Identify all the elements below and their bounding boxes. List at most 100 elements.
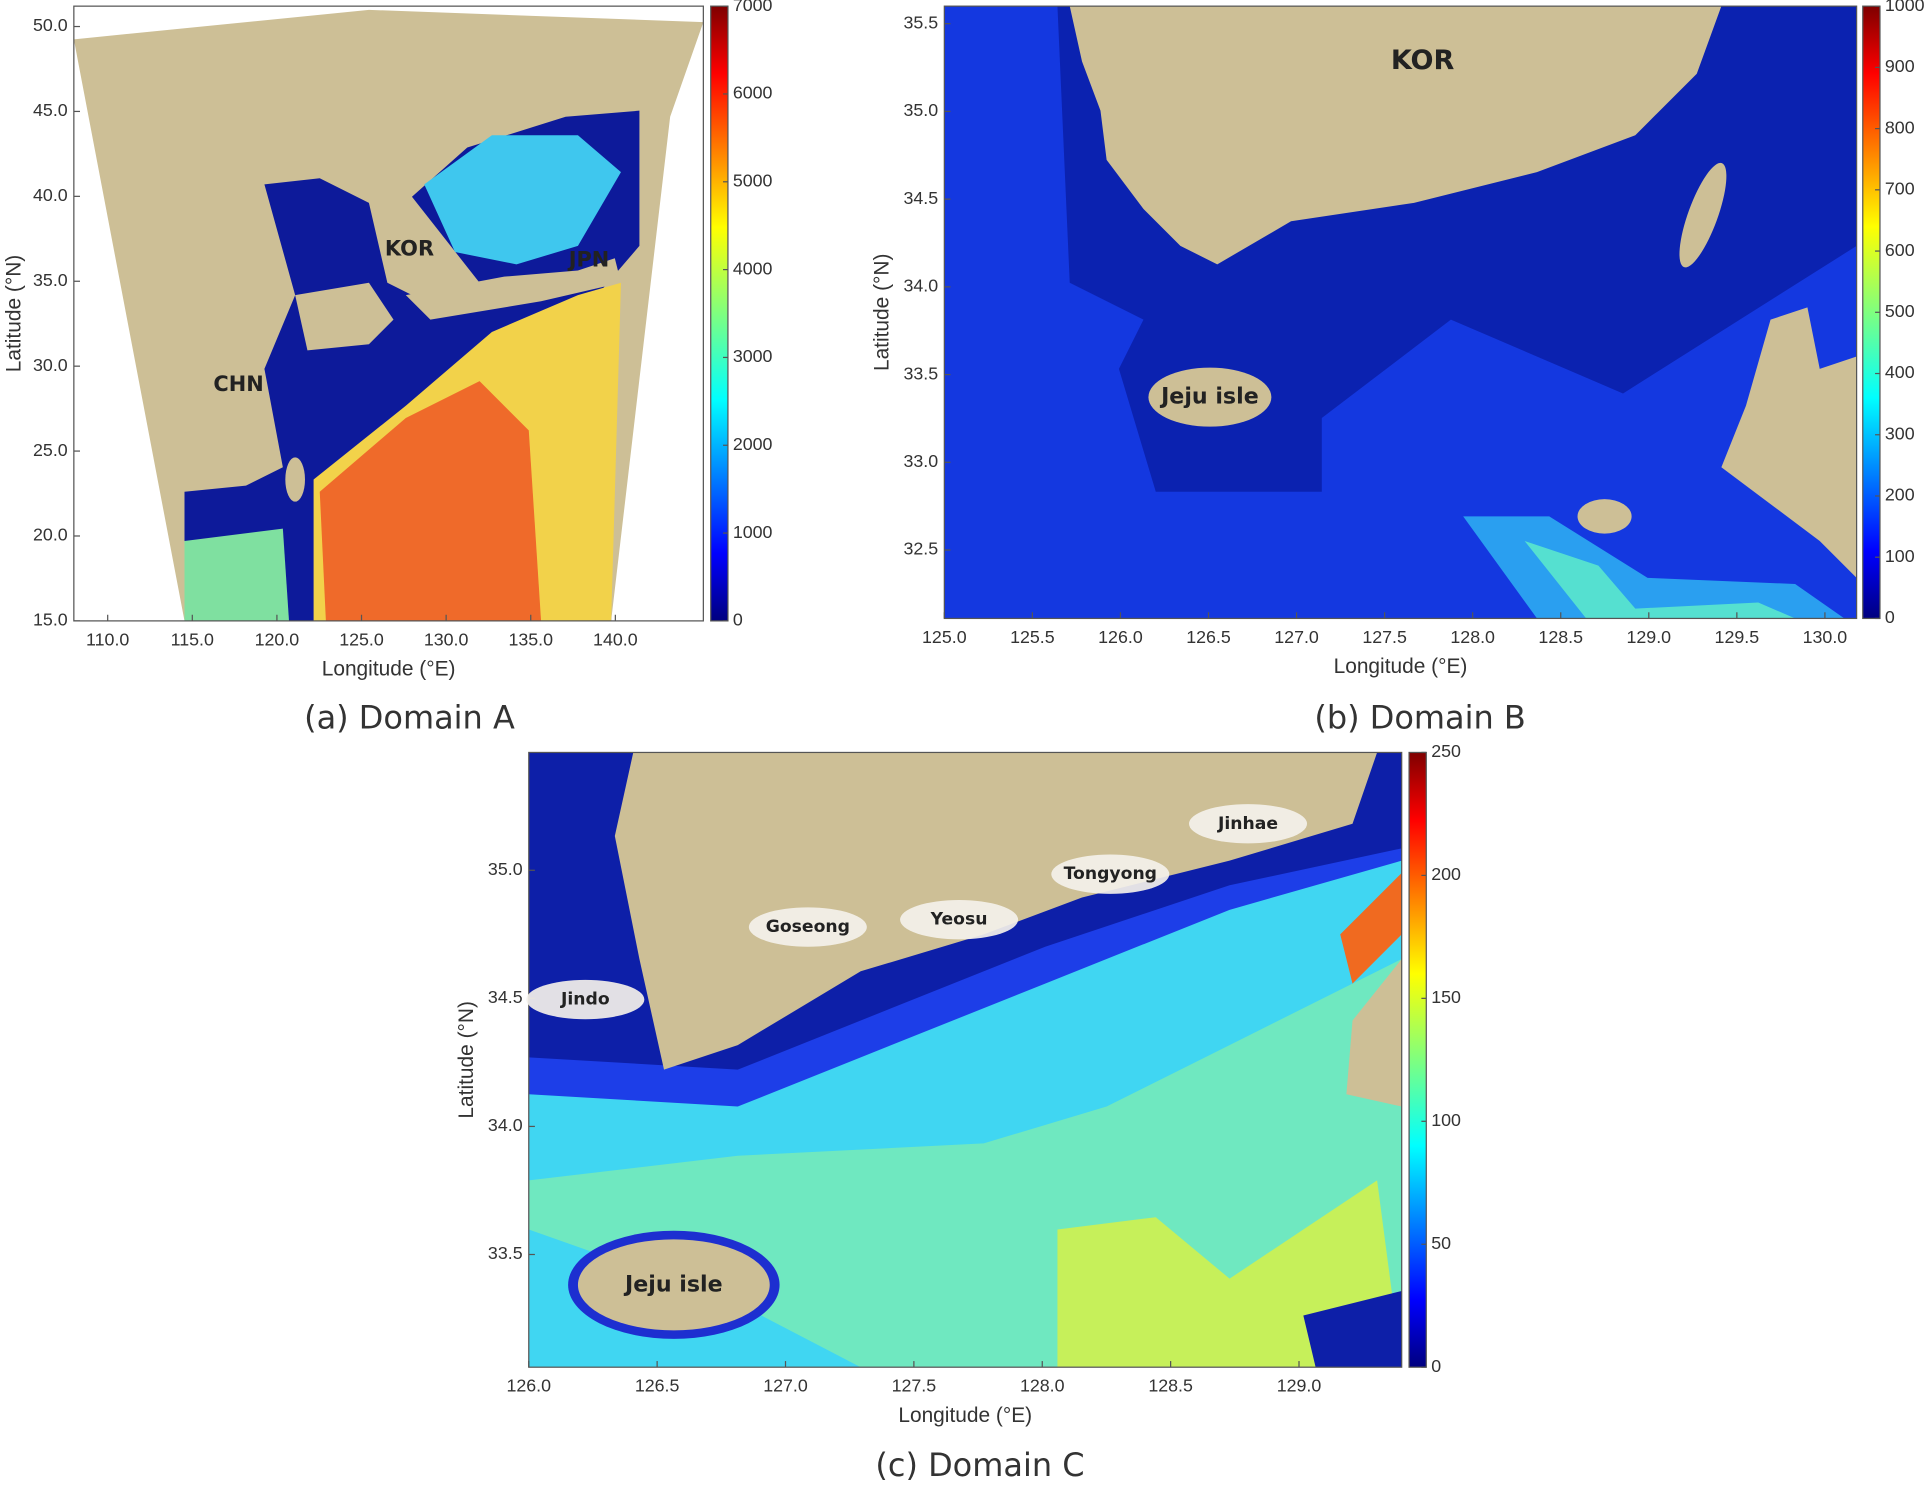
x-tick-label: 128.5: [1148, 1376, 1193, 1396]
x-tick-label: 125.0: [922, 627, 967, 647]
x-tick-label: 128.5: [1538, 627, 1583, 647]
colorbar-tick-label: 0: [733, 610, 743, 630]
colorbar-tick-label: 900: [1885, 56, 1915, 76]
y-tick-label: 32.5: [904, 539, 939, 559]
x-tick-label: 135.0: [508, 629, 553, 649]
colorbar-tick-label: 1000: [1885, 0, 1925, 15]
colorbar-tick-label: 400: [1885, 362, 1915, 382]
x-axis-label: Longitude (°E): [898, 1404, 1032, 1427]
y-tick-label: 35.5: [904, 12, 939, 32]
place-label: Jeju isle: [623, 1271, 723, 1297]
colorbar-tick-label: 3000: [733, 346, 773, 366]
map-b: [944, 6, 1857, 619]
colorbar-tick-label: 700: [1885, 179, 1915, 199]
colorbar-tick-label: 100: [1885, 546, 1915, 566]
colorbar-tick-label: 0: [1431, 1356, 1441, 1376]
y-tick-label: 35.0: [904, 100, 939, 120]
x-tick-label: 125.0: [339, 629, 384, 649]
x-tick-label: 110.0: [86, 629, 129, 649]
place-label: KOR: [1391, 45, 1455, 76]
x-tick-label: 127.5: [892, 1376, 937, 1396]
place-label: Jindo: [560, 990, 610, 1010]
place-marker: [526, 979, 645, 1020]
x-tick-label: 128.0: [1020, 1376, 1065, 1396]
x-axis-label: Longitude (°E): [322, 658, 456, 681]
y-tick-label: 33.0: [904, 451, 939, 471]
y-tick-label: 34.0: [488, 1115, 523, 1135]
x-tick-label: 129.5: [1715, 627, 1760, 647]
y-tick-label: 15.0: [33, 610, 68, 630]
frame: [528, 751, 1403, 1368]
colorbar-tick-label: 200: [1431, 864, 1461, 884]
colorbar-tick-label: 6000: [733, 83, 773, 103]
x-tick-label: 140.0: [593, 629, 638, 649]
x-tick-label: 115.0: [171, 629, 214, 649]
x-tick-label: 130.0: [1803, 627, 1848, 647]
x-tick-label: 126.5: [635, 1376, 680, 1396]
x-tick-label: 126.5: [1186, 627, 1231, 647]
x-tick-label: 127.0: [1274, 627, 1319, 647]
y-tick-label: 34.5: [904, 188, 939, 208]
x-tick-label: 130.0: [424, 629, 469, 649]
x-tick-label: 127.5: [1362, 627, 1407, 647]
caption: (b) Domain B: [1314, 698, 1525, 736]
place-label: JPN: [567, 248, 610, 272]
y-tick-label: 35.0: [33, 270, 68, 290]
y-tick-label: 20.0: [33, 525, 68, 545]
place-marker: [1051, 854, 1170, 894]
x-tick-label: 128.0: [1450, 627, 1495, 647]
colorbar-tick-label: 100: [1431, 1110, 1461, 1130]
y-tick-label: 40.0: [33, 185, 68, 205]
x-tick-label: 126.0: [506, 1376, 551, 1396]
colorbar-tick-label: 600: [1885, 240, 1915, 260]
colorbar-tick-label: 150: [1431, 987, 1461, 1007]
place-marker: [900, 899, 1019, 940]
colorbar-tick-label: 0: [1885, 607, 1895, 627]
y-tick-label: 34.0: [904, 276, 939, 296]
x-tick-label: 129.0: [1277, 1376, 1322, 1396]
map-a: [73, 6, 704, 621]
place-label: Goseong: [766, 917, 850, 937]
y-axis-label: Latitude (°N): [2, 255, 25, 373]
place-label: Tongyong: [1064, 864, 1157, 884]
y-tick-label: 35.0: [488, 859, 523, 879]
y-tick-label: 45.0: [33, 100, 68, 120]
colorbar-tick-label: 4000: [733, 258, 773, 278]
y-tick-label: 33.5: [904, 363, 939, 383]
colorbar-tick-label: 200: [1885, 485, 1915, 505]
colorbar-tick-label: 5000: [733, 170, 773, 190]
y-axis-label: Latitude (°N): [870, 254, 893, 372]
y-tick-label: 33.5: [488, 1243, 523, 1263]
colorbar-tick-label: 300: [1885, 423, 1915, 443]
colorbar-tick-label: 250: [1431, 741, 1461, 761]
colorbar-tick-label: 7000: [733, 0, 773, 15]
place-label: Jinhae: [1217, 814, 1278, 834]
place-label: CHN: [213, 372, 263, 396]
frame: [943, 5, 1858, 620]
colorbar: [1408, 751, 1427, 1368]
caption: (a) Domain A: [304, 698, 515, 736]
x-axis-label: Longitude (°E): [1334, 655, 1468, 678]
place-label: Jeju isle: [1159, 384, 1259, 410]
colorbar-tick-label: 800: [1885, 117, 1915, 137]
colorbar-tick-label: 500: [1885, 301, 1915, 321]
place-marker: [1188, 804, 1308, 844]
place-marker: [748, 907, 867, 947]
map-c: [528, 752, 1402, 1368]
caption: (c) Domain C: [875, 1446, 1084, 1484]
frame: [73, 5, 704, 622]
y-tick-label: 34.5: [488, 987, 523, 1007]
x-tick-label: 129.0: [1627, 627, 1672, 647]
x-tick-label: 125.5: [1010, 627, 1055, 647]
y-tick-label: 50.0: [33, 15, 68, 35]
y-tick-label: 30.0: [33, 355, 68, 375]
colorbar-tick-label: 2000: [733, 434, 773, 454]
y-axis-label: Latitude (°N): [455, 1001, 478, 1118]
y-tick-label: 25.0: [33, 440, 68, 460]
x-tick-label: 120.0: [255, 629, 300, 649]
place-label: Yeosu: [930, 910, 988, 930]
colorbar-tick-label: 50: [1431, 1233, 1451, 1253]
colorbar-tick-label: 1000: [733, 522, 773, 542]
